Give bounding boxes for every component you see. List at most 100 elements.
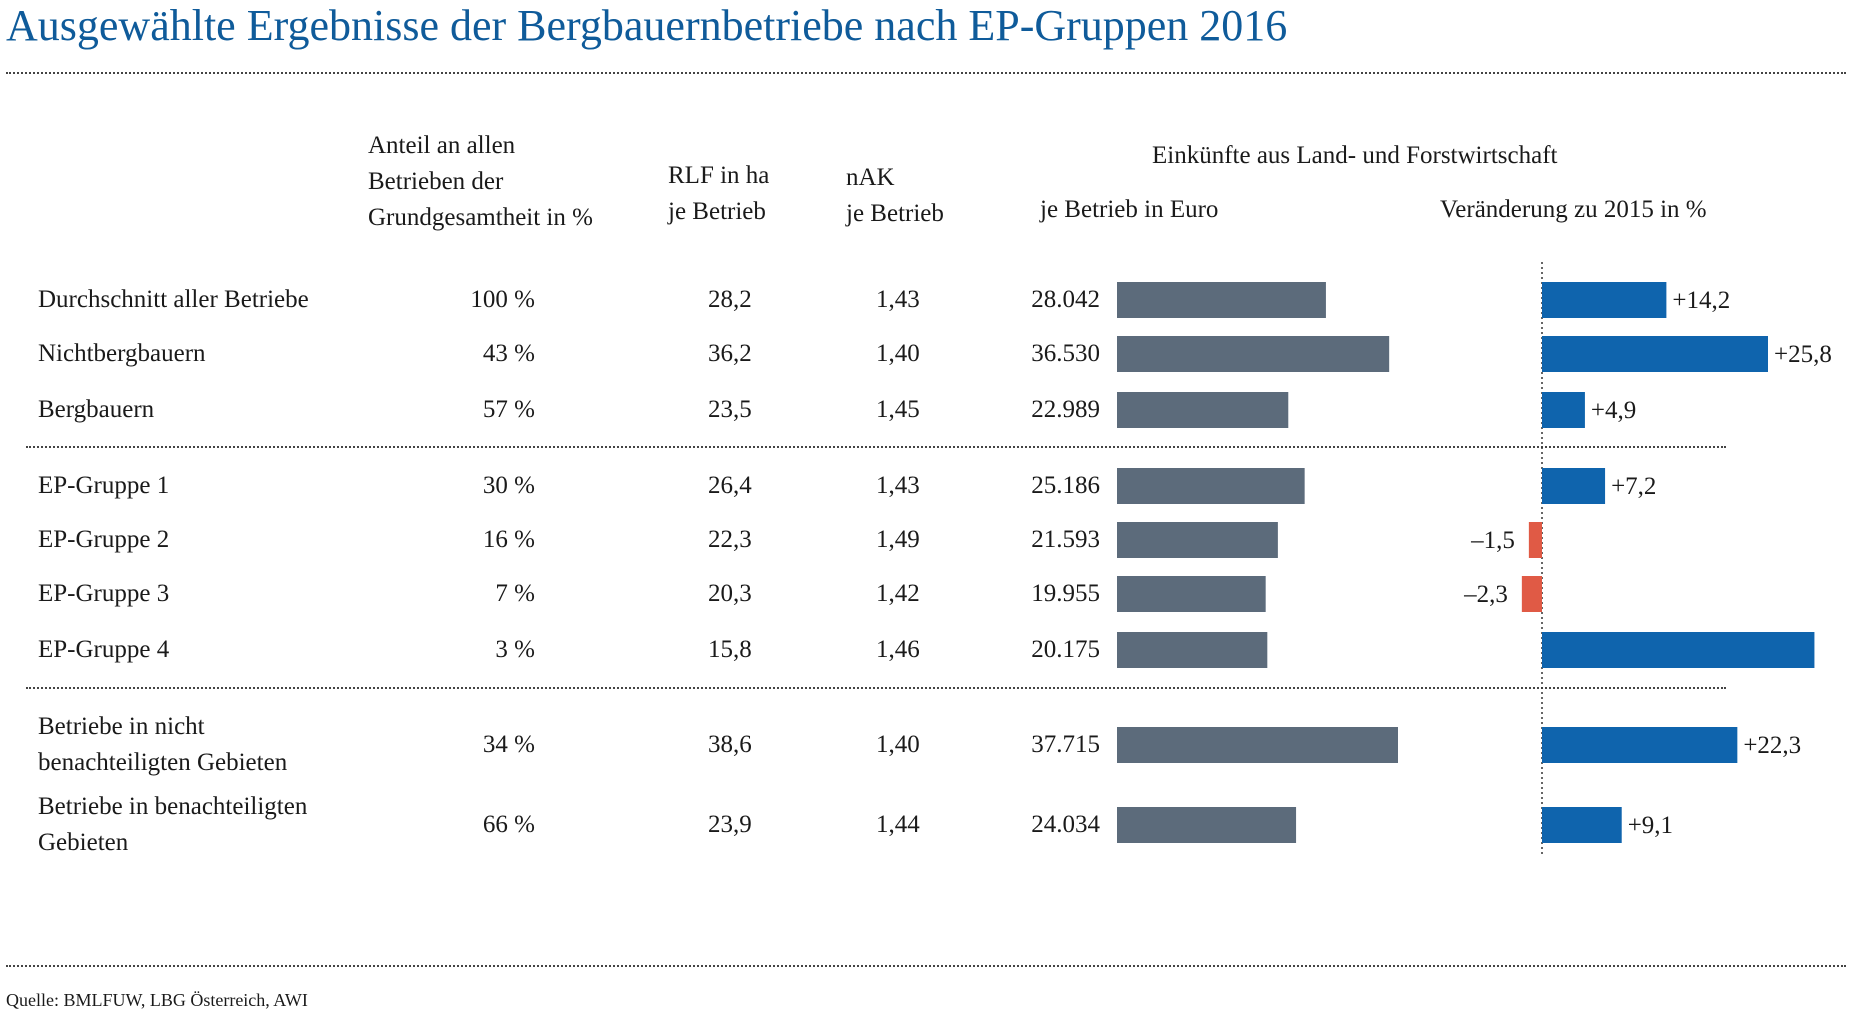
- row-rlf: 36,2: [708, 340, 752, 367]
- bottom-divider: [6, 965, 1846, 967]
- change-bar: [1542, 282, 1667, 318]
- change-bar: [1542, 336, 1768, 372]
- header-income-group: Einkünfte aus Land- und Forstwirtschaft: [1152, 142, 1558, 169]
- change-bar: [1542, 468, 1606, 504]
- row-label: Bergbauern: [38, 392, 154, 428]
- row-rlf: 26,4: [708, 472, 752, 499]
- change-bar: [1542, 632, 1815, 668]
- change-data-label: +4,9: [1591, 397, 1636, 424]
- row-rlf: 15,8: [708, 636, 752, 663]
- row-income-value: 36.530: [1031, 340, 1100, 367]
- row-nak: 1,46: [876, 636, 920, 663]
- header-share-line1: Anteil an allen: [368, 132, 516, 159]
- change-data-label: +22,3: [1743, 732, 1801, 759]
- header-nak: nAK je Betrieb: [846, 160, 944, 232]
- change-bar: [1542, 727, 1738, 763]
- row-rlf: 23,9: [708, 811, 752, 838]
- row-label: Betriebe in nicht benachteiligten Gebiet…: [38, 709, 287, 781]
- row-label-line1: Nichtbergbauern: [38, 340, 206, 367]
- row-share: 30 %: [482, 472, 535, 499]
- header-nak-line1: nAK: [846, 164, 895, 191]
- row-label: EP-Gruppe 4: [38, 632, 169, 668]
- row-rlf: 22,3: [708, 526, 752, 553]
- row-rlf: 38,6: [708, 731, 752, 758]
- row-rlf: 20,3: [708, 580, 752, 607]
- row-label-line2: benachteiligten Gebieten: [38, 749, 288, 776]
- change-data-label: +7,2: [1611, 473, 1656, 500]
- row-share: 57 %: [482, 396, 535, 423]
- row-share: 100 %: [470, 286, 535, 313]
- row-income-value: 20.175: [1031, 636, 1100, 663]
- section-divider: [26, 687, 1726, 689]
- change-bar: [1542, 807, 1622, 843]
- row-nak: 1,49: [876, 526, 920, 553]
- row-income-value: 37.715: [1031, 731, 1100, 758]
- row-income-value: 25.186: [1031, 472, 1100, 499]
- row-nak: 1,45: [876, 396, 920, 423]
- income-bar: [1117, 576, 1266, 612]
- header-share-line2: Betrieben der: [368, 168, 504, 195]
- row-rlf: 23,5: [708, 396, 752, 423]
- row-income-value: 22.989: [1031, 396, 1100, 423]
- row-label: EP-Gruppe 3: [38, 576, 169, 612]
- row-label-line1: Durchschnitt aller Betriebe: [38, 286, 309, 313]
- income-bar: [1117, 336, 1390, 372]
- change-data-label: +9,1: [1628, 812, 1673, 839]
- header-rlf: RLF in ha je Betrieb: [668, 158, 769, 230]
- row-share: 43 %: [482, 340, 535, 367]
- top-divider: [6, 72, 1846, 74]
- change-data-label: +14,2: [1672, 287, 1730, 314]
- row-label: EP-Gruppe 2: [38, 522, 169, 558]
- section-divider: [26, 446, 1726, 448]
- header-change: Veränderung zu 2015 in %: [1440, 196, 1707, 223]
- row-nak: 1,44: [876, 811, 920, 838]
- row-label: Nichtbergbauern: [38, 336, 206, 372]
- change-bar: [1528, 522, 1542, 558]
- income-bar: [1117, 392, 1289, 428]
- row-label-line1: EP-Gruppe 2: [38, 526, 170, 553]
- header-income-per-farm: je Betrieb in Euro: [1040, 196, 1219, 223]
- row-label: Betriebe in benachteiligten Gebieten: [38, 789, 307, 861]
- header-rlf-line1: RLF in ha: [668, 162, 770, 189]
- change-data-label: –2,3: [1463, 581, 1508, 608]
- row-nak: 1,42: [876, 580, 920, 607]
- row-nak: 1,40: [876, 340, 920, 367]
- income-bar: [1117, 522, 1278, 558]
- header-rlf-line2: je Betrieb: [668, 198, 766, 225]
- chart-title: Ausgewählte Ergebnisse der Bergbauernbet…: [6, 1, 1288, 50]
- row-label-line1: EP-Gruppe 3: [38, 580, 170, 607]
- row-label-line1: Betriebe in benachteiligten: [38, 793, 308, 820]
- row-share: 3 %: [495, 636, 535, 663]
- row-income-value: 28.042: [1031, 286, 1100, 313]
- income-bar: [1117, 468, 1305, 504]
- row-label-line1: Bergbauern: [38, 396, 155, 423]
- row-nak: 1,43: [876, 286, 920, 313]
- row-share: 66 %: [482, 811, 535, 838]
- row-income-value: 19.955: [1031, 580, 1100, 607]
- row-nak: 1,43: [876, 472, 920, 499]
- header-nak-line2: je Betrieb: [846, 200, 944, 227]
- header-share-line3: Grundgesamtheit in %: [368, 204, 593, 231]
- row-share: 16 %: [482, 526, 535, 553]
- income-bar: [1117, 727, 1398, 763]
- source-note: Quelle: BMLFUW, LBG Österreich, AWI: [6, 990, 308, 1010]
- income-bar: [1117, 282, 1326, 318]
- row-label-line1: Betriebe in nicht: [38, 713, 205, 740]
- row-share: 7 %: [495, 580, 535, 607]
- header-share: Anteil an allen Betrieben der Grundgesam…: [368, 128, 593, 236]
- row-share: 34 %: [482, 731, 535, 758]
- change-data-label: –1,5: [1470, 527, 1515, 554]
- row-income-value: 24.034: [1031, 811, 1100, 838]
- change-data-label: +25,8: [1774, 341, 1832, 368]
- row-income-value: 21.593: [1031, 526, 1100, 553]
- row-nak: 1,40: [876, 731, 920, 758]
- change-bar: [1521, 576, 1542, 612]
- row-label-line1: EP-Gruppe 4: [38, 636, 170, 663]
- row-rlf: 28,2: [708, 286, 752, 313]
- income-bar: [1117, 632, 1268, 668]
- row-label: EP-Gruppe 1: [38, 468, 169, 504]
- row-label-line2: Gebieten: [38, 829, 129, 856]
- row-label-line1: EP-Gruppe 1: [38, 472, 170, 499]
- income-bar: [1117, 807, 1297, 843]
